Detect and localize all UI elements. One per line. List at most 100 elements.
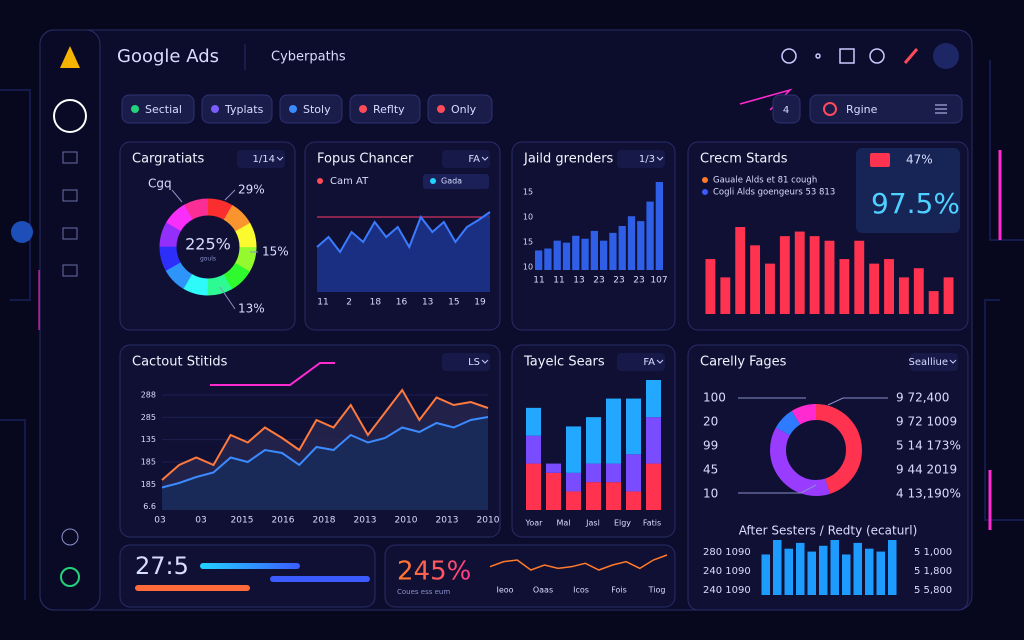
stack-bar (546, 472, 561, 510)
menu-icon[interactable] (815, 53, 821, 59)
filter-label: LS (468, 357, 480, 368)
kpi-icon (870, 153, 890, 167)
bar (853, 542, 862, 595)
legend-dot (702, 189, 708, 195)
x-label: 11 (317, 298, 328, 308)
tab-label: Sectial (145, 103, 182, 116)
nav-icon[interactable] (62, 151, 78, 164)
stack-bar (626, 398, 641, 455)
y-label: 135 (141, 435, 156, 444)
bar (720, 277, 731, 314)
stack-bar (566, 491, 581, 510)
count-button[interactable] (772, 94, 801, 124)
tab[interactable] (279, 94, 343, 124)
tab[interactable] (201, 94, 273, 124)
x-label: 23 (613, 276, 624, 286)
panel-title: Cargratiats (132, 152, 204, 167)
kpi-caption: Coues ess eum (397, 588, 450, 596)
panel-filter[interactable] (617, 150, 665, 168)
donut-label: 13% (238, 302, 265, 316)
progress (200, 563, 300, 569)
y-label: 185 (141, 480, 156, 489)
grid-icon[interactable] (839, 48, 855, 64)
panel-filter[interactable] (910, 353, 958, 371)
panel (119, 141, 296, 331)
chevron (481, 359, 489, 364)
avatar[interactable] (933, 43, 959, 69)
bar-left-label: 240 1090 (703, 566, 751, 577)
x-label: 2015 (231, 516, 254, 526)
y-label: 10 (523, 263, 533, 272)
edit-icon[interactable] (903, 48, 919, 64)
kpi-value: 97.5% (871, 187, 960, 220)
panel-title: Carelly Fages (700, 355, 787, 370)
stack-bar (586, 417, 601, 464)
tab[interactable] (349, 94, 421, 124)
tab[interactable] (121, 94, 195, 124)
menu-icon[interactable] (935, 104, 947, 114)
bar (618, 226, 626, 270)
nav-status[interactable] (60, 567, 80, 587)
nav-settings[interactable] (61, 528, 79, 546)
legend-label: Gauale Alds et 81 cough (713, 176, 817, 186)
bar (807, 551, 816, 595)
donut-center: 225% (185, 235, 231, 254)
chevron (656, 359, 664, 364)
right-label: 5 14 173% (896, 439, 961, 453)
user-icon[interactable] (781, 48, 797, 64)
stack-bar (546, 463, 561, 473)
filter-label: Sealliue (909, 357, 948, 368)
y-label: 185 (141, 457, 156, 466)
bar (794, 231, 805, 314)
side-bubble[interactable] (11, 221, 33, 243)
area-fill (162, 417, 488, 510)
nav-home[interactable] (53, 99, 87, 133)
nav-icon[interactable] (62, 189, 78, 202)
nav-icon[interactable] (62, 264, 78, 277)
donut-label: Cgq (148, 177, 172, 191)
y-label: 15 (523, 238, 533, 247)
bar (572, 235, 580, 270)
bar (562, 242, 571, 270)
stack-bar (566, 426, 581, 473)
panel-filter[interactable] (442, 150, 490, 168)
tab-label: Typlats (224, 103, 264, 116)
stack-bar (526, 463, 541, 510)
bar (765, 263, 775, 314)
bar (824, 240, 835, 314)
left-label: 20 (703, 415, 718, 429)
panel-title: Tayelc Sears (523, 355, 605, 370)
bar (627, 216, 636, 270)
stack-bar (566, 472, 581, 492)
search-box[interactable] (809, 94, 963, 124)
panel-filter[interactable] (237, 150, 285, 168)
bar (590, 230, 598, 270)
bar (655, 182, 663, 270)
bar (876, 551, 885, 595)
donut-label: 29% (238, 183, 265, 197)
tab-icon (359, 105, 367, 113)
y-label: 10 (523, 213, 533, 222)
bar (913, 268, 924, 314)
left-label: 100 (703, 391, 726, 405)
tab[interactable] (427, 94, 493, 124)
legend-box (423, 174, 489, 189)
bar (735, 227, 746, 314)
panel (384, 544, 676, 608)
tab-icon (289, 105, 297, 113)
bar (842, 554, 851, 595)
bar (888, 540, 897, 595)
legend-label: Gada (441, 177, 462, 186)
panel-filter[interactable] (617, 353, 665, 371)
bar (830, 540, 839, 595)
bar (819, 545, 828, 595)
help-icon[interactable] (869, 48, 885, 64)
stack-bar (626, 491, 641, 510)
panel-filter[interactable] (442, 353, 490, 371)
stack-bar (526, 407, 541, 436)
nav-icon[interactable] (62, 227, 78, 240)
stack-bar (586, 482, 601, 510)
x-label: 11 (533, 276, 544, 286)
bar (535, 250, 543, 270)
kpi-value: 27:5 (135, 552, 189, 580)
